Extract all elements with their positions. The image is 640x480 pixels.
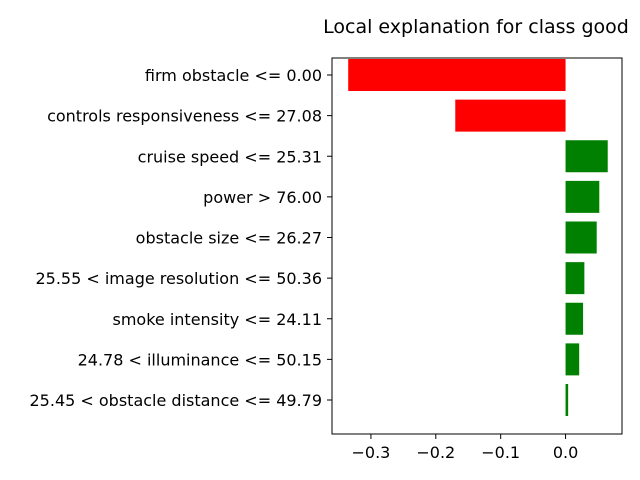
bar (565, 221, 597, 254)
bar (565, 180, 600, 213)
y-tick-label: smoke intensity <= 24.11 (113, 310, 323, 329)
bars-layer (348, 59, 608, 416)
y-tick-label: cruise speed <= 25.31 (138, 147, 322, 166)
y-tick-label: 24.78 < illuminance <= 50.15 (78, 350, 322, 369)
bar (565, 302, 584, 335)
bar (565, 343, 580, 376)
x-tick-label: −0.1 (481, 443, 520, 462)
axes-frame (331, 57, 623, 435)
x-tick-label: −0.2 (416, 443, 455, 462)
bar (348, 59, 566, 91)
y-tick-labels: firm obstacle <= 0.00 controls responsive… (30, 66, 332, 410)
bar (565, 384, 569, 416)
bar (455, 99, 566, 132)
y-tick-label: power > 76.00 (203, 188, 322, 207)
bar (565, 140, 608, 173)
y-tick-label: 25.55 < image resolution <= 50.36 (35, 269, 322, 288)
x-axis-ticks: −0.3 −0.2 −0.1 0.0 (351, 434, 578, 462)
y-tick-label: obstacle size <= 26.27 (136, 229, 322, 248)
x-tick-label: 0.0 (553, 443, 578, 462)
y-tick-label: controls responsiveness <= 27.08 (47, 107, 322, 126)
y-tick-label: 25.45 < obstacle distance <= 49.79 (30, 391, 323, 410)
chart-title: Local explanation for class good (323, 16, 629, 38)
y-tick-label: firm obstacle <= 0.00 (145, 66, 322, 85)
bar (565, 262, 585, 295)
x-tick-label: −0.3 (351, 443, 390, 462)
